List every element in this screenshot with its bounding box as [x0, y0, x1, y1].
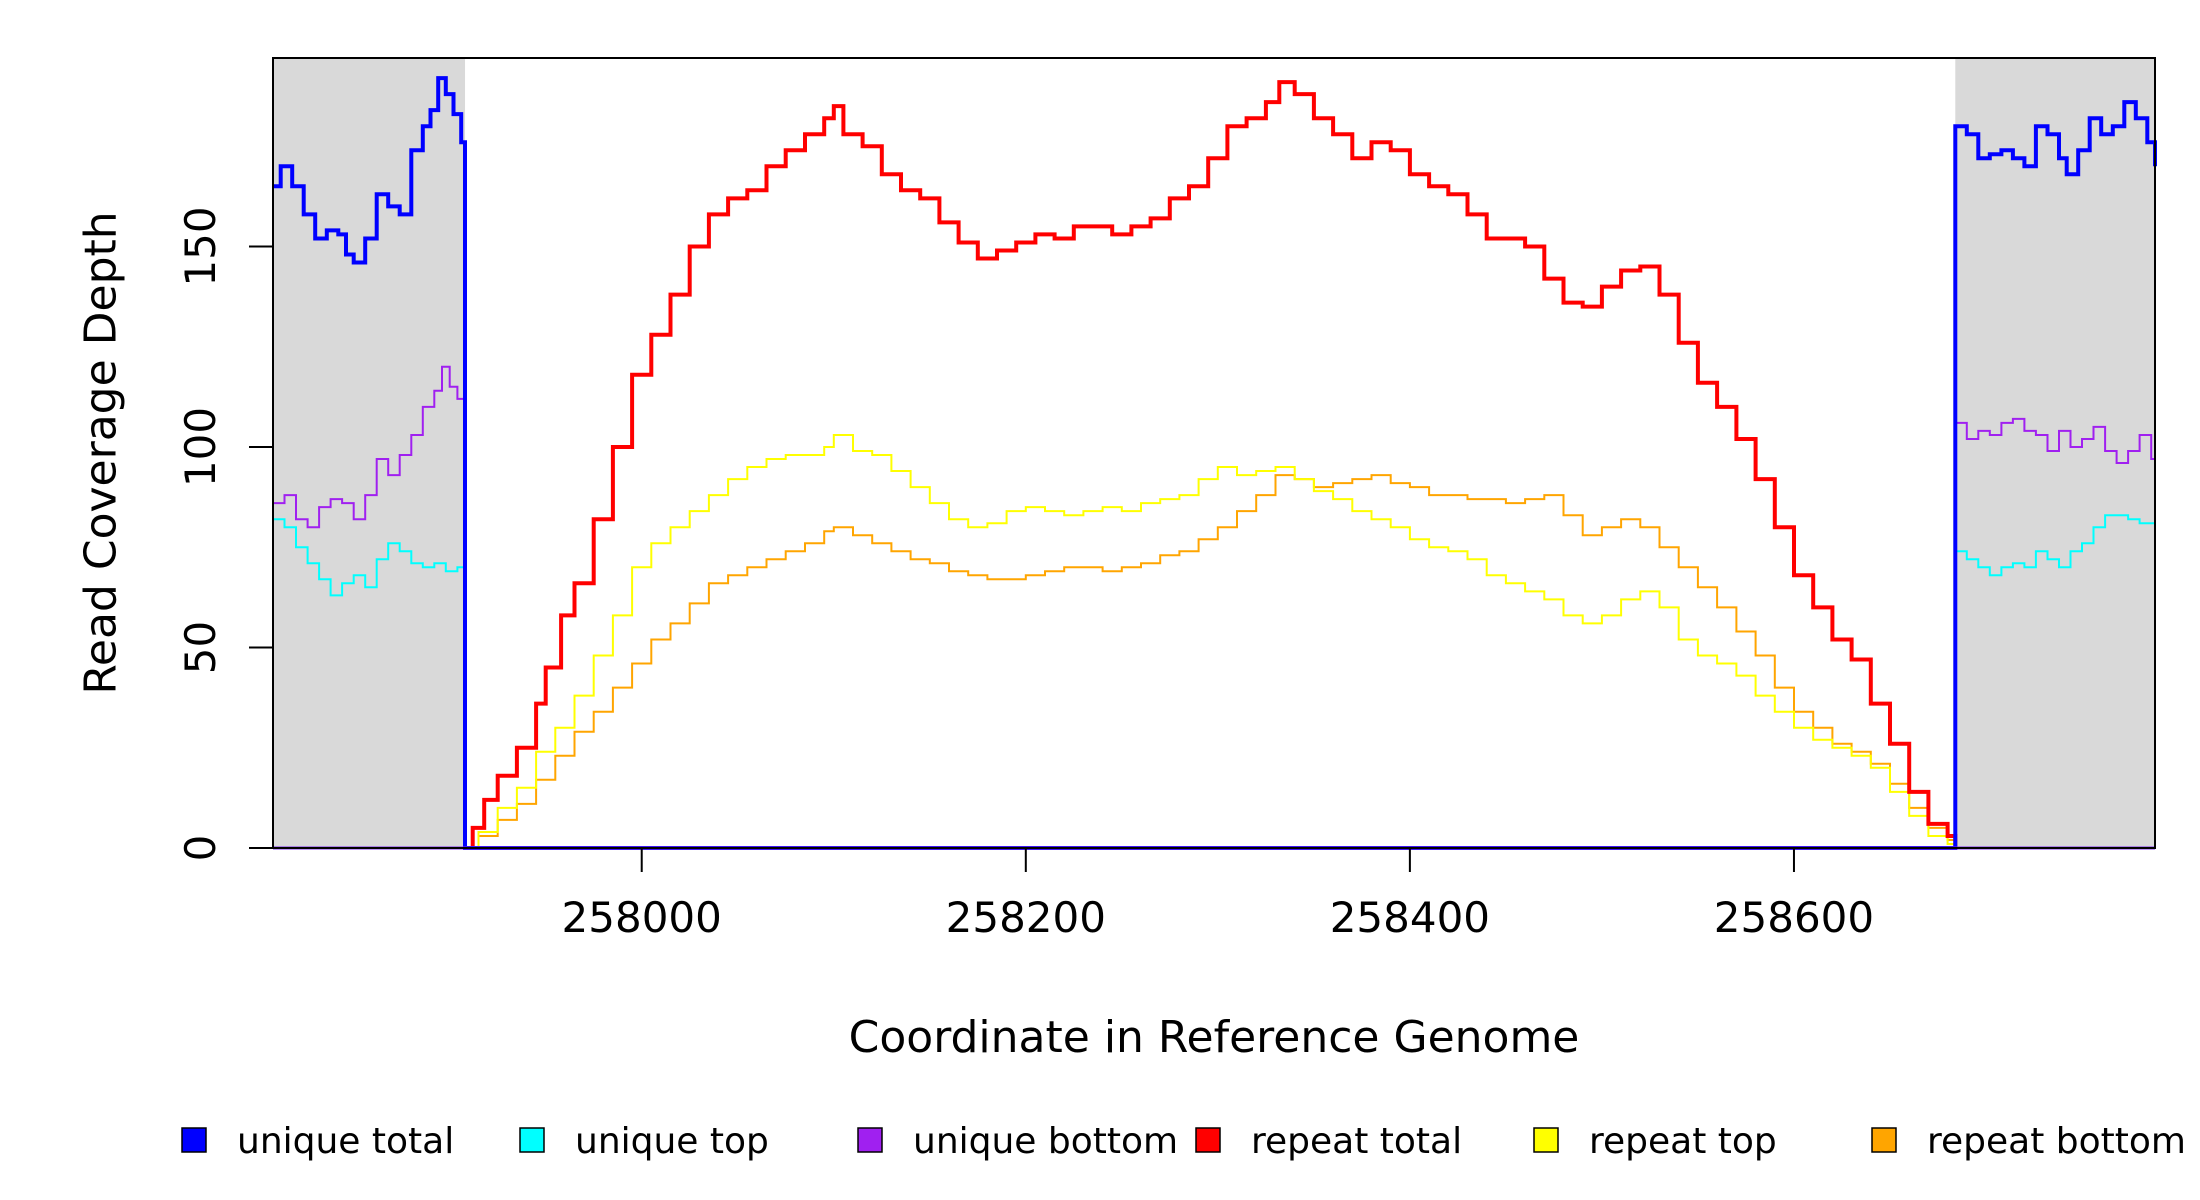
shaded-regions	[273, 58, 2155, 848]
series-line-repeat-bottom	[465, 474, 1957, 849]
series-line-unique-total	[273, 76, 2157, 850]
y-tick-label: 50	[176, 621, 225, 674]
series-line-repeat-total	[465, 80, 1958, 850]
legend: unique total unique top unique bottom repea…	[181, 1121, 2186, 1162]
y-axis-title: Read Coverage Depth	[75, 211, 126, 694]
legend-label: repeat bottom	[1927, 1121, 2186, 1162]
shaded-region-0	[273, 58, 466, 848]
y-tick-label: 100	[176, 407, 225, 487]
legend-swatch	[1533, 1127, 1559, 1153]
plot-frame	[272, 57, 2156, 849]
legend-label: repeat total	[1251, 1121, 1462, 1162]
x-tick-label: 258400	[1330, 893, 1490, 942]
x-tick-label: 258200	[946, 893, 1106, 942]
legend-swatch	[181, 1127, 207, 1153]
series-lines	[273, 76, 2157, 850]
legend-label: unique top	[575, 1121, 769, 1162]
legend-swatch	[1871, 1127, 1897, 1153]
shaded-region-1	[1955, 58, 2155, 848]
legend-label: unique total	[237, 1121, 454, 1162]
x-tick-label: 258000	[562, 893, 722, 942]
legend-swatch	[1195, 1127, 1221, 1153]
x-tick-label: 258600	[1714, 893, 1874, 942]
legend-label: repeat top	[1589, 1121, 1777, 1162]
series-line-repeat-top	[465, 434, 1957, 849]
y-tick-label: 0	[176, 835, 225, 862]
y-axis: 0 50 100 150	[176, 206, 273, 861]
legend-swatch	[857, 1127, 883, 1153]
x-axis-title: Coordinate in Reference Genome	[849, 1012, 1580, 1063]
x-axis: 258000 258200 258400 258600	[562, 848, 1874, 942]
y-tick-label: 150	[176, 206, 225, 286]
legend-label: unique bottom	[913, 1121, 1178, 1162]
legend-swatch	[519, 1127, 545, 1153]
